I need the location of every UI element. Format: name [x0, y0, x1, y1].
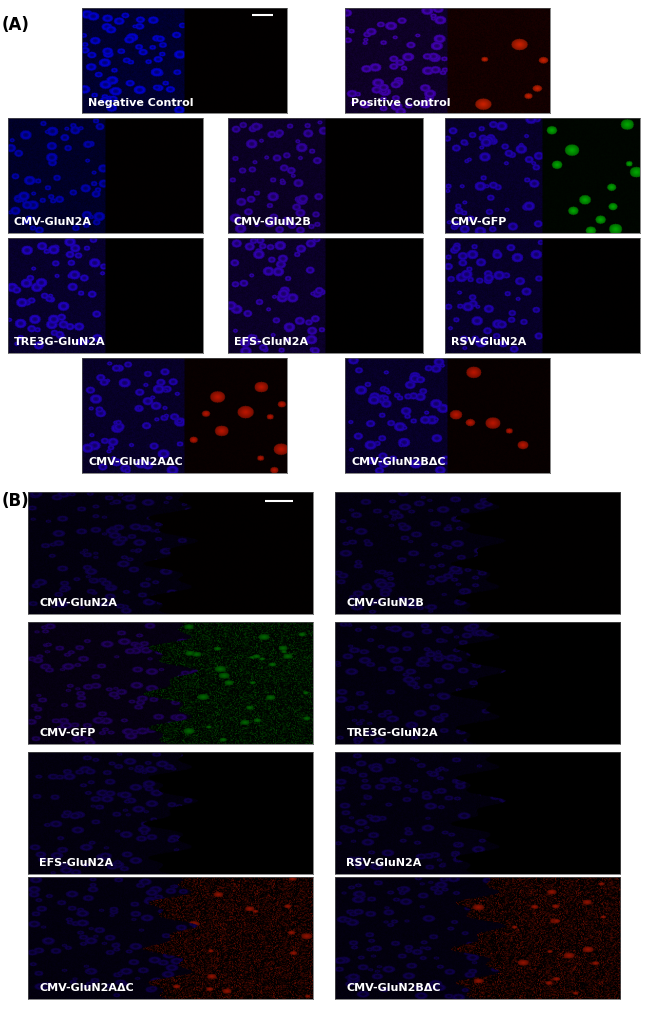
- Text: RSV-GluN2A: RSV-GluN2A: [346, 857, 422, 868]
- Text: CMV-GFP: CMV-GFP: [40, 728, 96, 738]
- Text: RSV-GluN2A: RSV-GluN2A: [451, 337, 526, 347]
- Text: (A): (A): [2, 16, 30, 34]
- Text: CMV-GluN2A: CMV-GluN2A: [14, 218, 92, 227]
- Text: TRE3G-GluN2A: TRE3G-GluN2A: [346, 728, 438, 738]
- Text: CMV-GluN2B: CMV-GluN2B: [346, 598, 424, 608]
- Text: Negative Control: Negative Control: [88, 98, 194, 107]
- Text: Positive Control: Positive Control: [351, 98, 450, 107]
- Text: CMV-GluN2BΔC: CMV-GluN2BΔC: [346, 983, 441, 993]
- Text: TRE3G-GluN2A: TRE3G-GluN2A: [14, 337, 105, 347]
- Text: (B): (B): [2, 492, 30, 510]
- Text: CMV-GluN2AΔC: CMV-GluN2AΔC: [88, 457, 183, 467]
- Text: CMV-GluN2A: CMV-GluN2A: [40, 598, 118, 608]
- Text: EFS-GluN2A: EFS-GluN2A: [40, 857, 114, 868]
- Text: CMV-GluN2AΔC: CMV-GluN2AΔC: [40, 983, 134, 993]
- Text: CMV-GluN2B: CMV-GluN2B: [234, 218, 311, 227]
- Text: CMV-GluN2BΔC: CMV-GluN2BΔC: [351, 457, 446, 467]
- Text: EFS-GluN2A: EFS-GluN2A: [234, 337, 308, 347]
- Text: CMV-GFP: CMV-GFP: [451, 218, 507, 227]
